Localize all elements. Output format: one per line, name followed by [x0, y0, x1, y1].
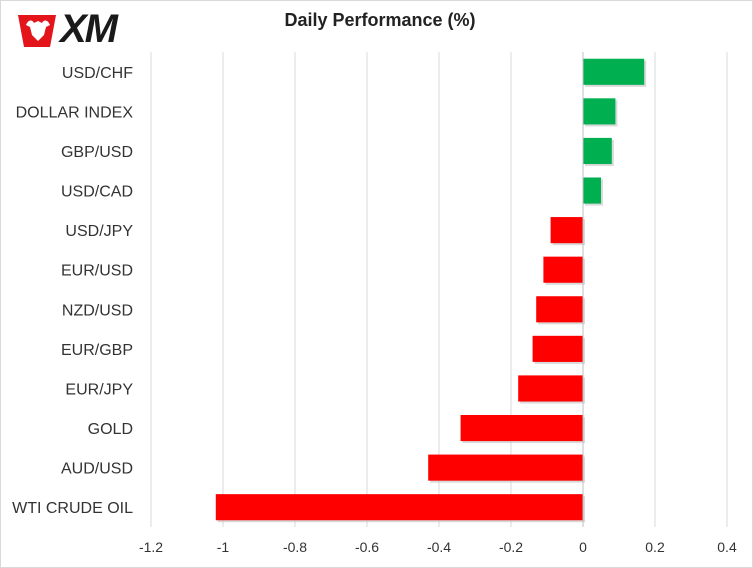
- category-label: EUR/JPY: [65, 381, 133, 398]
- category-label: USD/JPY: [65, 223, 133, 240]
- category-label: WTI CRUDE OIL: [12, 500, 133, 517]
- category-label: USD/CHF: [62, 65, 133, 82]
- bar: [583, 137, 612, 165]
- category-label: USD/CAD: [61, 184, 133, 201]
- x-tick-label: -0.6: [355, 539, 379, 555]
- x-tick-label: 0.2: [645, 539, 665, 555]
- bar: [518, 375, 583, 402]
- bar: [583, 98, 616, 125]
- bar: [460, 414, 583, 442]
- bar: [583, 58, 645, 85]
- x-tick-label: -0.4: [427, 539, 451, 555]
- x-tick-label: 0: [579, 539, 587, 555]
- bull-logo-icon: [18, 15, 56, 47]
- chart-title: Daily Performance (%): [284, 10, 476, 30]
- category-label: AUD/USD: [61, 461, 133, 478]
- category-label: DOLLAR INDEX: [16, 104, 134, 121]
- category-label: GBP/USD: [61, 144, 133, 161]
- brand-logo: XM: [16, 7, 156, 51]
- category-label: NZD/USD: [62, 302, 133, 319]
- bar: [428, 454, 583, 481]
- brand-wordmark: XM: [60, 7, 118, 51]
- category-label: GOLD: [88, 421, 133, 438]
- bar: [583, 177, 601, 204]
- bar: [543, 256, 583, 283]
- bar: [550, 217, 583, 244]
- x-tick-label: -0.8: [283, 539, 307, 555]
- category-label: EUR/USD: [61, 263, 133, 280]
- bar: [215, 494, 584, 521]
- x-tick-label: -0.2: [499, 539, 523, 555]
- category-label: EUR/GBP: [61, 342, 133, 359]
- x-tick-label: -1: [217, 539, 230, 555]
- x-tick-label: 0.4: [717, 539, 737, 555]
- bar: [536, 296, 583, 323]
- bar: [532, 335, 583, 362]
- x-tick-label: -1.2: [139, 539, 163, 555]
